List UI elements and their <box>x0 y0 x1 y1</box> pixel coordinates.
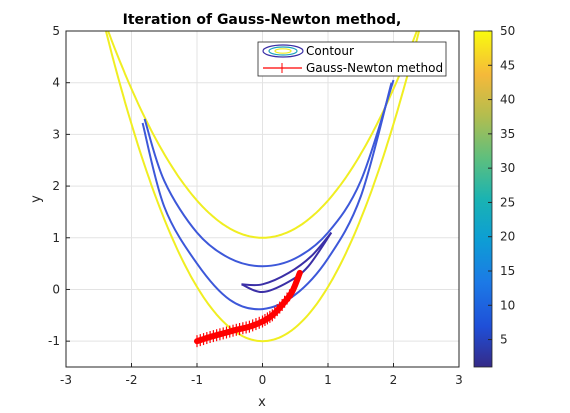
x-tick-label: 2 <box>390 373 398 387</box>
y-tick-label: 5 <box>52 24 60 38</box>
y-tick-label: 3 <box>52 127 60 141</box>
y-tick-label: 0 <box>52 282 60 296</box>
contour-line-level-3 <box>241 232 333 294</box>
x-tick-label: -2 <box>126 373 138 387</box>
legend-label-contour: Contour <box>306 44 354 58</box>
x-tick-label: -3 <box>60 373 72 387</box>
y-axis-label: y <box>29 195 44 203</box>
y-tick-label: 1 <box>52 231 60 245</box>
x-ticks: -3 -2 -1 0 1 2 3 <box>60 363 463 387</box>
colorbar <box>473 30 493 368</box>
colorbar-tick-label: 25 <box>500 195 515 209</box>
contour-line-level-3 <box>241 231 333 287</box>
legend-label-gauss-newton: Gauss-Newton method <box>306 61 443 75</box>
colorbar-tick-label: 35 <box>500 127 515 141</box>
contour-line-level-50 <box>107 31 418 239</box>
y-tick-label: 4 <box>52 76 60 90</box>
x-tick-label: -1 <box>191 373 203 387</box>
legend-contour-swatch <box>262 44 304 58</box>
y-tick-label: -1 <box>48 334 60 348</box>
x-tick-label: 1 <box>324 373 332 387</box>
x-tick-label: 3 <box>455 373 463 387</box>
colorbar-tick-label: 45 <box>500 58 515 72</box>
colorbar-tick-label: 10 <box>500 298 515 312</box>
contour-lines <box>104 31 421 343</box>
colorbar-tick-label: 40 <box>500 93 515 107</box>
colorbar-tick-label: 15 <box>500 264 515 278</box>
colorbar-tick-label: 5 <box>500 333 508 347</box>
y-tick-label: 2 <box>52 179 60 193</box>
x-tick-label: 0 <box>259 373 267 387</box>
legend-box <box>257 41 447 77</box>
legend: Contour Gauss-Newton method <box>257 41 447 77</box>
y-ticks: -1 0 1 2 3 4 5 <box>48 24 70 348</box>
colorbar-tick-label: 20 <box>500 230 515 244</box>
contour-line-level-50 <box>104 31 421 343</box>
colorbar-tick-label: 30 <box>500 161 515 175</box>
series-lines <box>194 269 303 348</box>
contour-line-level-12 <box>141 82 393 311</box>
x-axis-label: x <box>258 395 266 410</box>
colorbar-tick-label: 50 <box>500 24 515 38</box>
contour-line-level-12 <box>143 79 395 268</box>
colorbar-ticks: 5 10 15 20 25 30 35 40 45 50 <box>488 24 515 347</box>
chart-title: Iteration of Gauss-Newton method, <box>123 12 402 28</box>
